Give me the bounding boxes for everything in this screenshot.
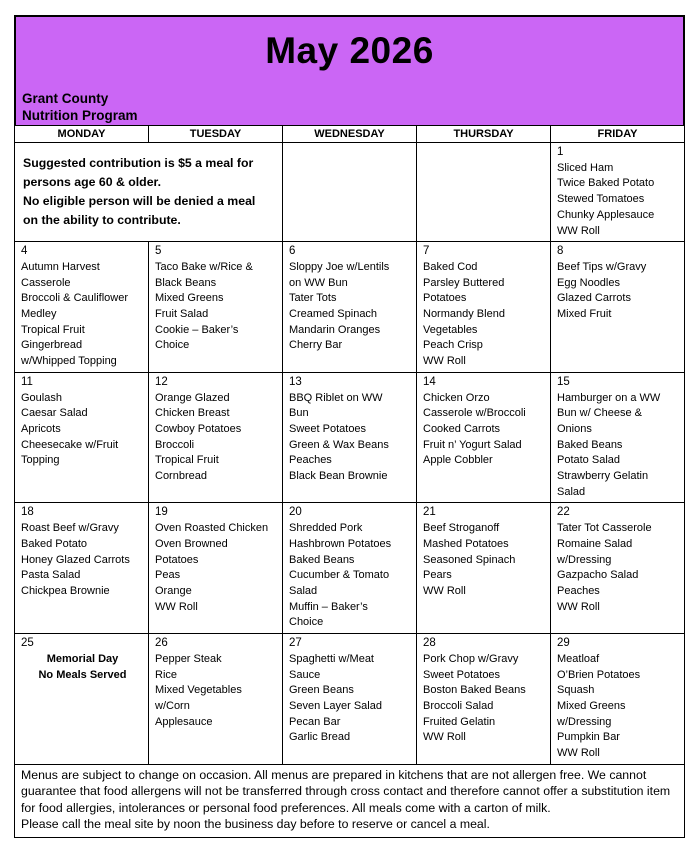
menu-items: Autumn Harvest Casserole Broccoli & Caul… (21, 260, 128, 368)
holiday-label: Memorial Day No Meals Served (38, 652, 127, 681)
day-number: 18 (21, 506, 34, 519)
menu-items: Hamburger on a WW Bun w/ Cheese & Onions… (557, 391, 661, 498)
menu-items: Beef Tips w/Gravy Egg Noodles Glazed Car… (557, 260, 647, 321)
day-number: 13 (289, 375, 302, 388)
day-cell-14: 14 Chicken Orzo Casserole w/Broccoli Cook… (416, 371, 551, 504)
day-number: 29 (557, 637, 570, 650)
menu-items: Shredded Pork Hashbrown Potatoes Baked B… (289, 522, 392, 629)
menu-items: Goulash Caesar Salad Apricots Cheesecake… (21, 391, 119, 467)
day-number: 4 (21, 245, 28, 258)
day-header-wednesday: WEDNESDAY (282, 125, 417, 143)
day-header-monday: MONDAY (14, 125, 149, 143)
day-cell-20: 20 Shredded Pork Hashbrown Potatoes Baked… (282, 502, 417, 635)
calendar-body: Suggested contribution is $5 a meal for … (14, 141, 685, 765)
org-name: Grant County Nutrition Program (16, 90, 683, 125)
calendar-table: MONDAY TUESDAY WEDNESDAY THURSDAY FRIDAY… (14, 125, 685, 838)
day-number: 1 (557, 146, 564, 158)
calendar-week-row: 4 Autumn Harvest Casserole Broccoli & Cau… (14, 241, 685, 373)
day-number: 8 (557, 245, 564, 258)
day-number: 7 (423, 245, 430, 258)
day-header-thursday: THURSDAY (416, 125, 551, 143)
day-header-tuesday: TUESDAY (148, 125, 283, 143)
day-cell-1: 1 Sliced Ham Twice Baked Potato Stewed To… (550, 141, 685, 243)
menu-items: Meatloaf O’Brien Potatoes Squash Mixed G… (557, 652, 641, 760)
day-number: 22 (557, 506, 570, 519)
day-cell-19: 19 Oven Roasted Chicken Oven Browned Pota… (148, 502, 283, 635)
day-cell-22: 22 Tater Tot Casserole Romaine Salad w/Dr… (550, 502, 685, 635)
day-cell-4: 4 Autumn Harvest Casserole Broccoli & Cau… (14, 241, 149, 373)
menu-items: Chicken Orzo Casserole w/Broccoli Cooked… (423, 391, 526, 467)
day-cell-18: 18 Roast Beef w/Gravy Baked Potato Honey … (14, 502, 149, 635)
day-cell-29: 29 Meatloaf O’Brien Potatoes Squash Mixed… (550, 633, 685, 765)
day-cell-8: 8 Beef Tips w/Gravy Egg Noodles Glazed Ca… (550, 241, 685, 373)
footer-note: Menus are subject to change on occasion.… (14, 763, 685, 838)
footer-reservation-text: Please call the meal site by noon the bu… (21, 817, 490, 832)
day-cell-25: 25 Memorial Day No Meals Served (14, 633, 149, 765)
day-number: 28 (423, 637, 436, 650)
org-line-2: Nutrition Program (22, 108, 138, 123)
day-cell-11: 11 Goulash Caesar Salad Apricots Cheeseca… (14, 371, 149, 504)
day-cell-28: 28 Pork Chop w/Gravy Sweet Potatoes Bosto… (416, 633, 551, 765)
contribution-note: Suggested contribution is $5 a meal for … (14, 141, 283, 243)
menu-items: Beef Stroganoff Mashed Potatoes Seasoned… (423, 522, 516, 597)
day-number: 26 (155, 637, 168, 650)
day-number: 14 (423, 375, 436, 388)
calendar-week-row: Suggested contribution is $5 a meal for … (14, 141, 685, 243)
day-cell-13: 13 BBQ Riblet on WW Bun Sweet Potatoes Gr… (282, 371, 417, 504)
menu-items: Oven Roasted Chicken Oven Browned Potato… (155, 522, 269, 613)
calendar-week-row: 18 Roast Beef w/Gravy Baked Potato Honey … (14, 502, 685, 635)
calendar-header: May 2026 Grant County Nutrition Program (14, 15, 685, 127)
menu-items: Sloppy Joe w/Lentils on WW Bun Tater Tot… (289, 260, 390, 352)
calendar-day-header-row: MONDAY TUESDAY WEDNESDAY THURSDAY FRIDAY (14, 125, 685, 143)
day-cell-12: 12 Orange Glazed Chicken Breast Cowboy Po… (148, 371, 283, 504)
calendar-week-row: 11 Goulash Caesar Salad Apricots Cheeseca… (14, 371, 685, 504)
day-number: 20 (289, 506, 302, 519)
day-cell-5: 5 Taco Bake w/Rice & Black Beans Mixed Gr… (148, 241, 283, 373)
menu-items: Taco Bake w/Rice & Black Beans Mixed Gre… (155, 260, 253, 352)
day-number: 27 (289, 637, 302, 650)
day-number: 21 (423, 506, 436, 519)
calendar-title: May 2026 (265, 30, 434, 71)
day-cell-7: 7 Baked Cod Parsley Buttered Potatoes Nor… (416, 241, 551, 373)
day-number: 6 (289, 245, 296, 258)
day-number: 12 (155, 375, 168, 388)
org-line-1: Grant County (22, 91, 109, 106)
menu-items: Spaghetti w/Meat Sauce Green Beans Seven… (289, 652, 382, 744)
menu-items: Orange Glazed Chicken Breast Cowboy Pota… (155, 391, 242, 483)
menu-items: Sliced Ham Twice Baked Potato Stewed Tom… (557, 161, 655, 237)
menu-items: BBQ Riblet on WW Bun Sweet Potatoes Gree… (289, 391, 389, 483)
calendar-footer-row: Menus are subject to change on occasion.… (14, 763, 685, 838)
footer-allergen-text: Menus are subject to change on occasion.… (21, 767, 671, 815)
day-cell-6: 6 Sloppy Joe w/Lentils on WW Bun Tater To… (282, 241, 417, 373)
day-header-friday: FRIDAY (550, 125, 685, 143)
menu-items: Roast Beef w/Gravy Baked Potato Honey Gl… (21, 522, 130, 597)
day-cell-26: 26 Pepper Steak Rice Mixed Vegetables w/C… (148, 633, 283, 765)
menu-items: Baked Cod Parsley Buttered Potatoes Norm… (423, 260, 505, 368)
empty-day-cell (416, 141, 551, 243)
day-number: 25 (21, 637, 34, 650)
day-number: 5 (155, 245, 162, 258)
menu-items: Pepper Steak Rice Mixed Vegetables w/Cor… (155, 652, 242, 728)
day-cell-21: 21 Beef Stroganoff Mashed Potatoes Season… (416, 502, 551, 635)
menu-calendar-page: May 2026 Grant County Nutrition Program … (0, 15, 697, 850)
day-number: 11 (21, 375, 33, 388)
calendar-week-row: 25 Memorial Day No Meals Served 26 Pepper S… (14, 633, 685, 765)
empty-day-cell (282, 141, 417, 243)
menu-items: Tater Tot Casserole Romaine Salad w/Dres… (557, 522, 652, 613)
day-cell-27: 27 Spaghetti w/Meat Sauce Green Beans Sev… (282, 633, 417, 765)
menu-items: Pork Chop w/Gravy Sweet Potatoes Boston … (423, 652, 526, 744)
day-number: 15 (557, 375, 570, 388)
day-cell-15: 15 Hamburger on a WW Bun w/ Cheese & Onio… (550, 371, 685, 504)
day-number: 19 (155, 506, 168, 519)
